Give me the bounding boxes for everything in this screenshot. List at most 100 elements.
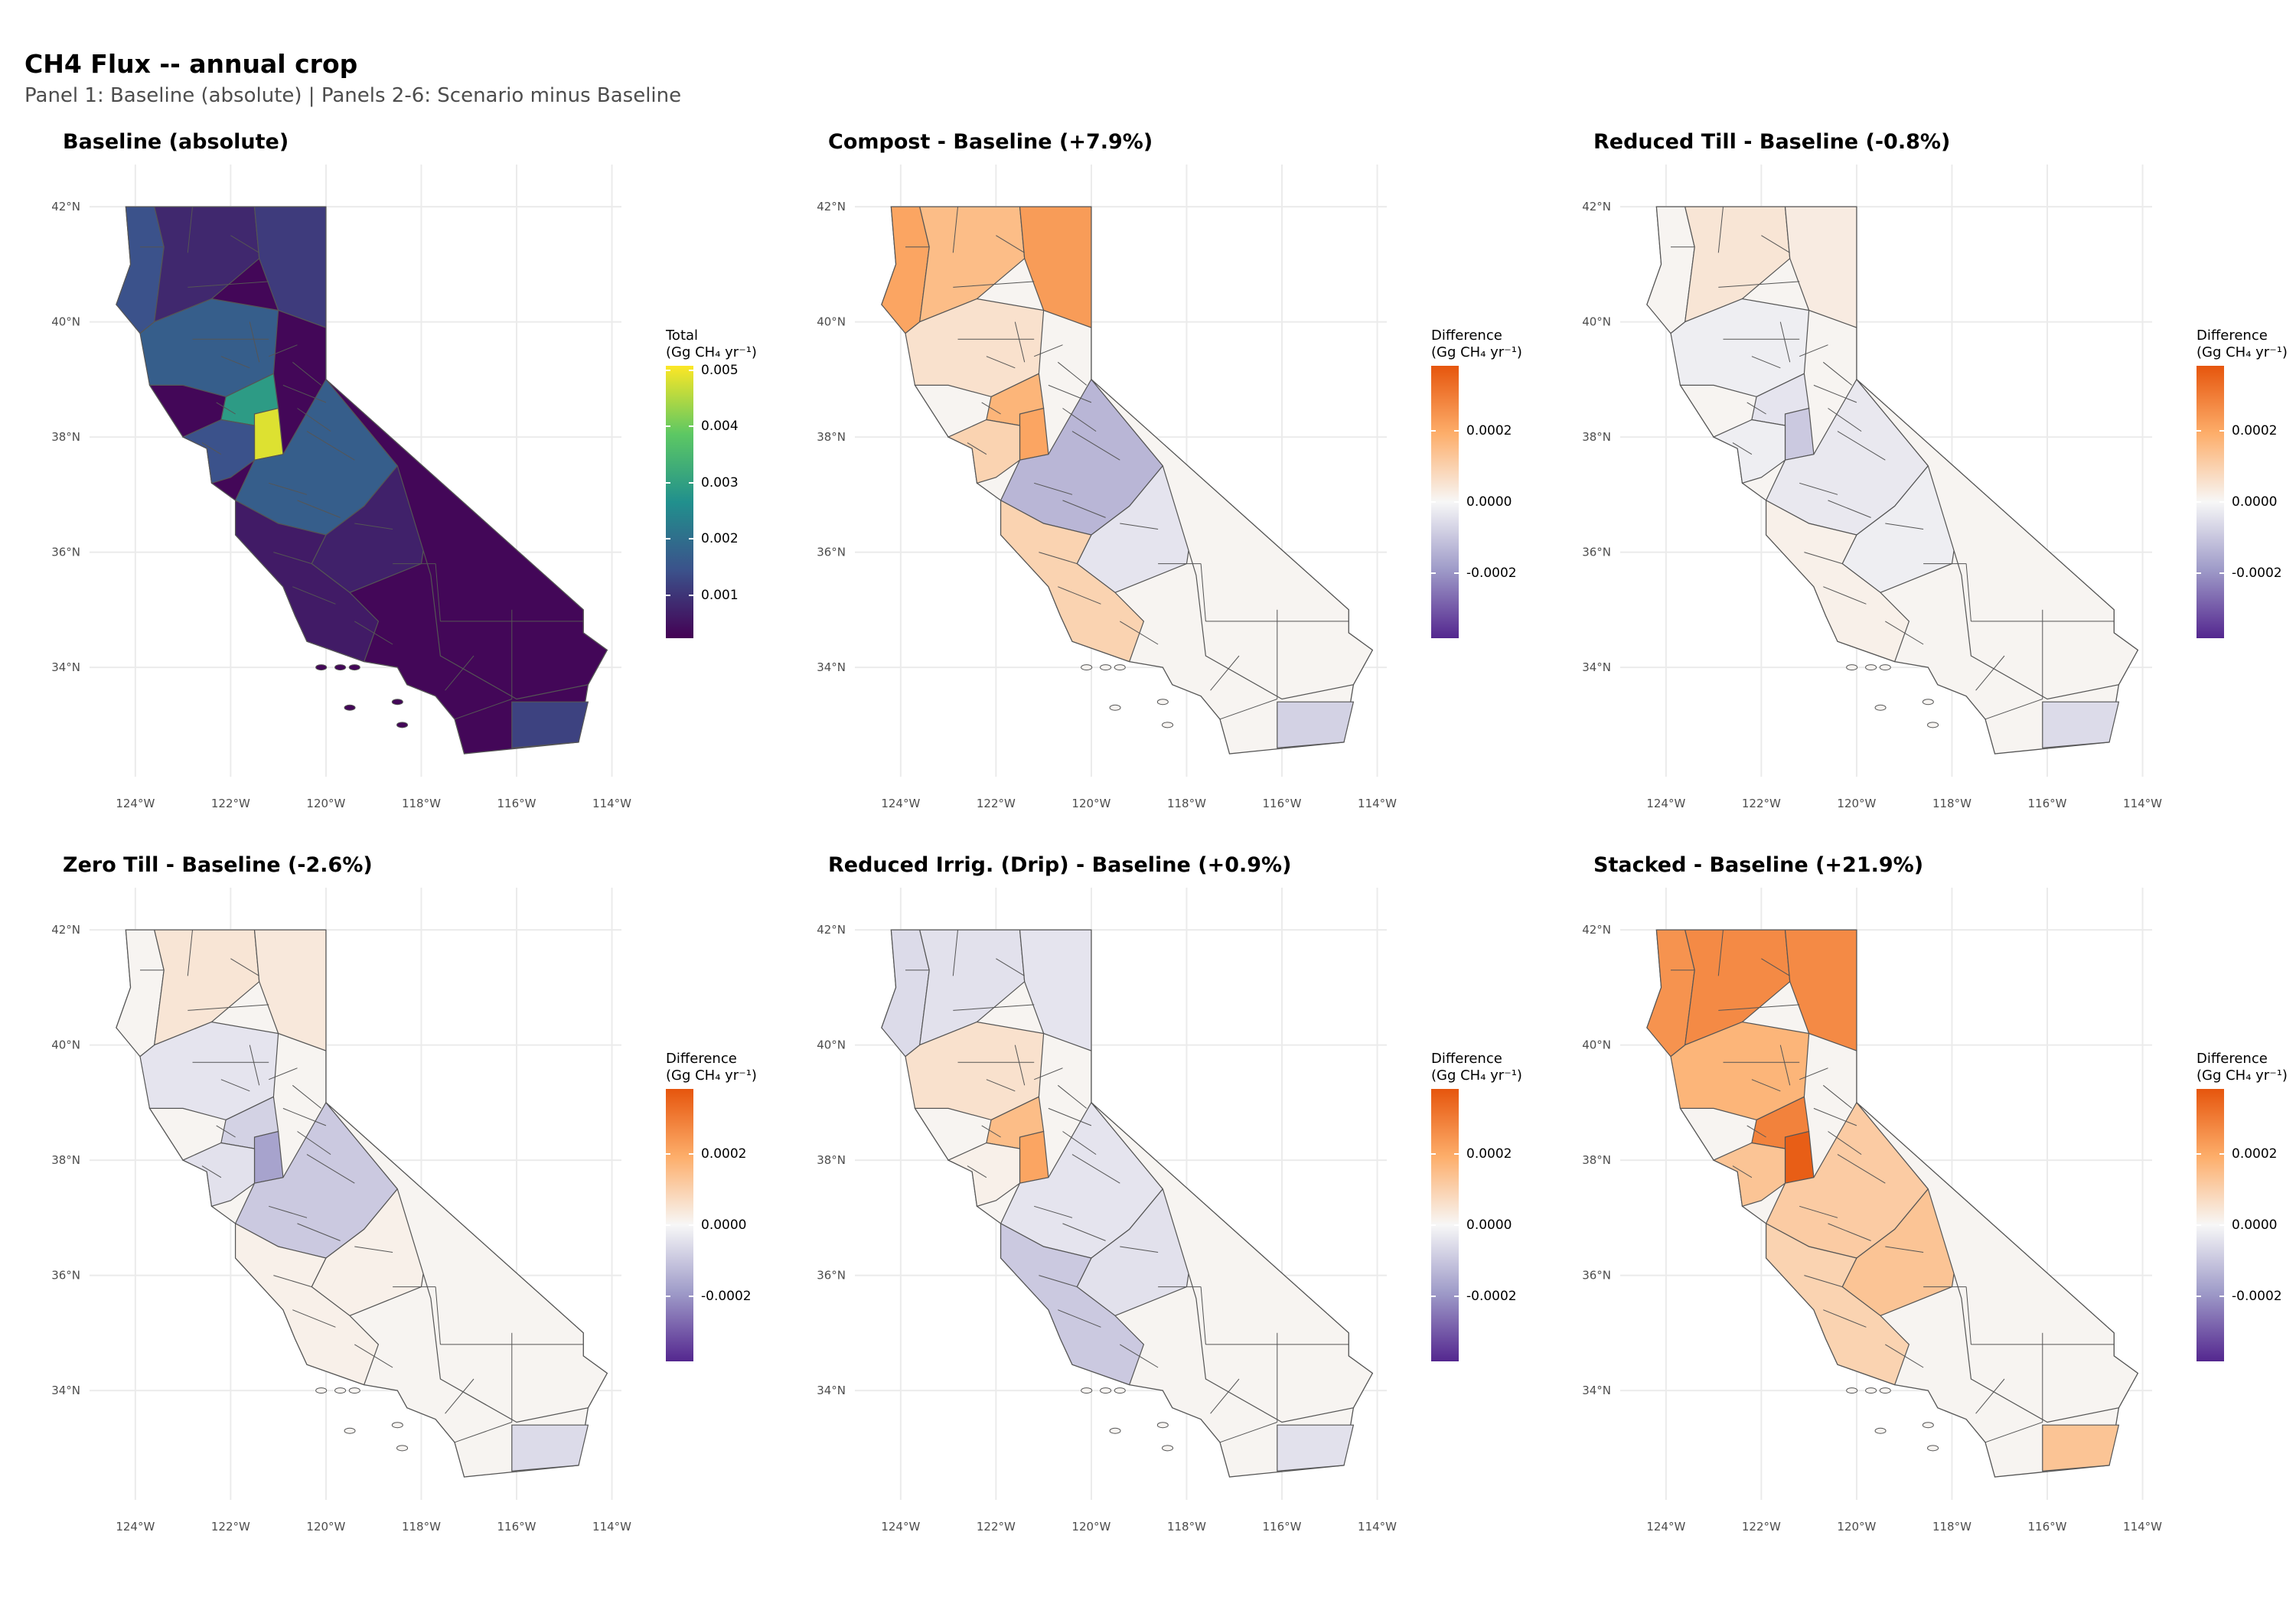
lon-tick-label: 120°W xyxy=(306,1520,345,1534)
county-region-coast xyxy=(1766,1222,1910,1386)
island xyxy=(348,1387,360,1394)
lat-tick-label: 38°N xyxy=(1582,430,1611,444)
county-region-ne xyxy=(1784,929,1857,1051)
county-boundary xyxy=(1034,344,1063,357)
map-panel: Reduced Irrig. (Drip) - Baseline (+0.9%)… xyxy=(790,853,1540,1573)
county-boundary xyxy=(1071,1154,1120,1184)
county-boundary xyxy=(1717,930,1724,976)
county-boundary xyxy=(297,500,341,518)
island xyxy=(396,722,409,729)
island xyxy=(1081,1387,1093,1394)
lon-tick-label: 124°W xyxy=(1646,1520,1685,1534)
county-boundary xyxy=(1039,1275,1078,1288)
lon-tick-label: 124°W xyxy=(116,797,155,810)
county-boundary xyxy=(1057,361,1088,386)
lon-tick-label: 120°W xyxy=(1837,1520,1876,1534)
lat-tick-label: 36°N xyxy=(51,546,80,559)
county-boundary xyxy=(230,958,259,976)
county-region-delta xyxy=(1712,419,1786,484)
county-boundary xyxy=(273,552,312,565)
legend-tick-label: 0.004 xyxy=(701,419,739,435)
county-boundary xyxy=(1071,431,1120,461)
county-boundary xyxy=(1761,235,1790,253)
lon-tick-label: 118°W xyxy=(402,797,441,810)
county-boundary xyxy=(292,361,322,386)
county-boundary xyxy=(1058,1309,1101,1328)
lon-tick-label: 124°W xyxy=(881,1520,920,1534)
lat-tick-label: 34°N xyxy=(51,660,80,674)
island xyxy=(334,1387,347,1394)
lon-tick-label: 120°W xyxy=(306,797,345,810)
legend-tick-label: 0.0000 xyxy=(1466,1217,1512,1233)
county-boundary xyxy=(1779,321,1791,363)
county-boundary xyxy=(1885,523,1924,530)
county-boundary xyxy=(1219,699,1277,720)
island xyxy=(1922,699,1934,706)
panel-title: Reduced Till - Baseline (-0.8%) xyxy=(1593,130,1951,154)
lat-tick-label: 40°N xyxy=(1582,1038,1611,1052)
map-plot: 124°W 122°W 120°W 118°W 116°W 114°W 42°N 40°N 38… xyxy=(817,888,1397,1534)
county-boundary xyxy=(953,281,1035,288)
county-boundary xyxy=(1822,361,1853,386)
map-plot: 124°W 122°W 120°W 118°W 116°W 114°W 42°N 40°N 38… xyxy=(51,888,631,1534)
lon-tick-label: 118°W xyxy=(1932,797,1971,810)
county-region-ne xyxy=(1784,206,1857,328)
colorbar-legend: Total (Gg CH₄ yr⁻¹) 0.005 0.004 0.003 0.002 0.… xyxy=(666,328,773,649)
lon-tick-label: 118°W xyxy=(1167,1520,1206,1534)
lon-tick-label: 124°W xyxy=(881,797,920,810)
legend-tick-label: 0.0002 xyxy=(2232,423,2278,439)
island xyxy=(1109,1427,1121,1434)
county-boundary xyxy=(1717,207,1724,253)
county-boundary xyxy=(1779,1045,1791,1086)
lat-tick-label: 34°N xyxy=(1582,660,1611,674)
county-boundary xyxy=(306,431,355,461)
lat-tick-label: 36°N xyxy=(817,546,846,559)
lon-tick-label: 124°W xyxy=(116,1520,155,1534)
county-boundary xyxy=(454,699,512,720)
island xyxy=(348,664,360,671)
county-boundary xyxy=(1048,1107,1092,1126)
county-boundary xyxy=(1034,1205,1073,1218)
county-boundary xyxy=(1965,1286,1971,1345)
county-region-imperial xyxy=(1277,701,1355,749)
county-boundary xyxy=(1210,655,1240,691)
island xyxy=(1156,699,1169,706)
county-region-sj xyxy=(253,1130,284,1184)
county-boundary xyxy=(1200,563,1206,621)
island xyxy=(1162,722,1174,729)
island xyxy=(315,664,328,671)
county-region-imperial xyxy=(511,1424,589,1472)
county-boundary xyxy=(354,523,393,530)
panel-title: Compost - Baseline (+7.9%) xyxy=(828,130,1153,154)
lat-tick-label: 42°N xyxy=(817,200,846,214)
county-boundary xyxy=(1034,1068,1063,1081)
county-boundary xyxy=(1975,655,2005,691)
county-boundary xyxy=(220,356,250,369)
figure-title: CH4 Flux -- annual crop xyxy=(24,49,358,79)
county-boundary xyxy=(1837,1154,1886,1184)
county-boundary xyxy=(1732,1165,1753,1178)
panel-title: Baseline (absolute) xyxy=(63,130,289,154)
figure-subtitle: Panel 1: Baseline (absolute) | Panels 2-… xyxy=(24,84,682,107)
county-boundary xyxy=(1828,1223,1871,1241)
island xyxy=(1081,664,1093,671)
lon-tick-label: 116°W xyxy=(1263,1520,1302,1534)
county-boundary xyxy=(354,1246,393,1253)
lon-tick-label: 122°W xyxy=(211,797,250,810)
lat-tick-label: 38°N xyxy=(51,430,80,444)
county-boundary xyxy=(269,482,308,495)
island xyxy=(334,664,347,671)
county-region-sj xyxy=(1019,407,1049,461)
county-region-coast xyxy=(1766,499,1910,663)
county-boundary xyxy=(297,1131,331,1156)
lat-tick-label: 34°N xyxy=(1582,1384,1611,1397)
island xyxy=(391,699,403,706)
lat-tick-label: 40°N xyxy=(817,1038,846,1052)
county-boundary xyxy=(1751,356,1781,369)
lat-tick-label: 36°N xyxy=(1582,1269,1611,1283)
island xyxy=(1114,1387,1126,1394)
county-boundary xyxy=(1975,1378,2005,1414)
panel-title: Stacked - Baseline (+21.9%) xyxy=(1593,853,1924,877)
island xyxy=(396,1445,409,1452)
county-region-sj xyxy=(1784,407,1815,461)
